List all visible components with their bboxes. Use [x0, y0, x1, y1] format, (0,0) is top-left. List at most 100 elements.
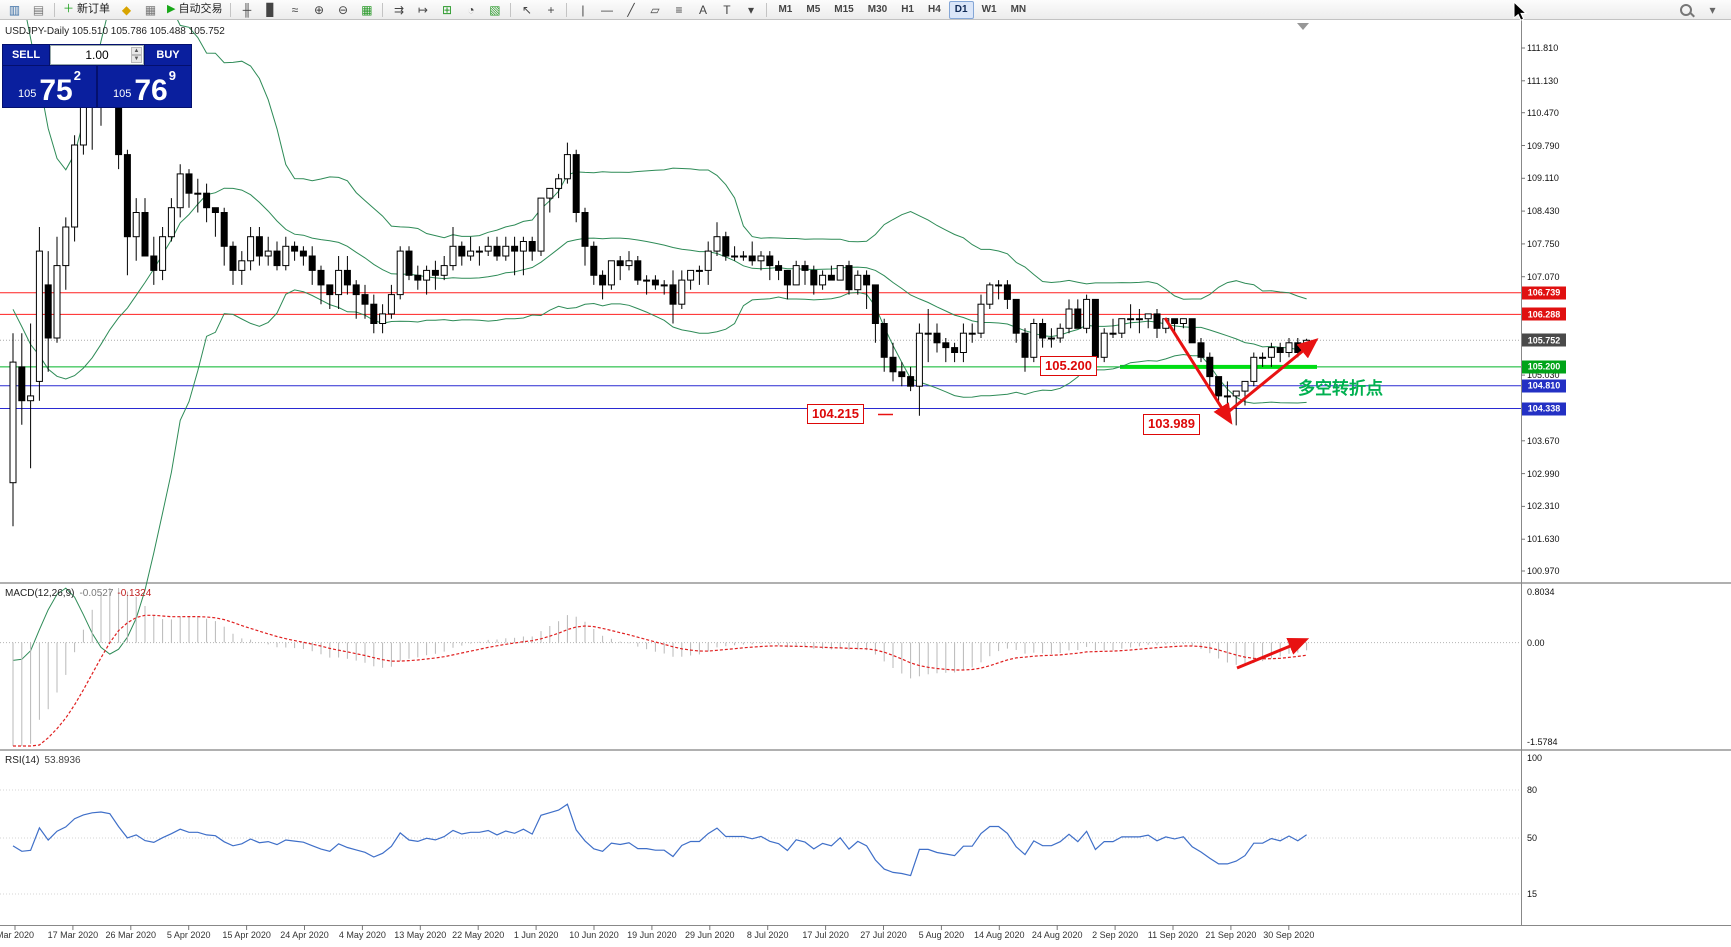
vertical-line-icon: | [581, 2, 585, 17]
fibonacci-icon[interactable]: ≡ [667, 1, 690, 19]
new-chart-icon[interactable]: ▥ [3, 1, 26, 19]
rsi-axis-label: 100 [1527, 753, 1543, 763]
buy-price-big: 76 [134, 73, 168, 107]
crosshair-icon: + [547, 2, 555, 17]
text-icon: A [698, 2, 707, 17]
macd-axis-label: 0.8034 [1527, 587, 1555, 597]
periods-icon: ◔ [467, 2, 475, 17]
text-icon[interactable]: A [691, 1, 714, 19]
auto-trading-label: 自动交易 [178, 3, 223, 15]
horizontal-level-lines[interactable] [0, 292, 1521, 409]
timeframe-h1-button[interactable]: H1 [901, 4, 914, 15]
price-axis-badge: 106.288 [1522, 307, 1566, 321]
rsi-name: RSI(14) [5, 755, 40, 766]
volume-spinner[interactable]: ▲ ▼ [131, 47, 142, 63]
macd-axis-label: 0.00 [1527, 637, 1545, 648]
zoom-in-icon[interactable]: ⊕ [307, 1, 330, 19]
buy-price-button[interactable]: 105 76 9 [98, 66, 191, 107]
tile-windows-icon[interactable]: ▦ [355, 1, 378, 19]
rsi-pane-title: RSI(14) 53.8936 [5, 755, 81, 766]
sell-button[interactable]: SELL [3, 45, 49, 65]
price-axis-badge: 105.752 [1522, 333, 1566, 347]
price-axis-badge: 104.810 [1522, 379, 1566, 393]
date-axis-label: 11 Sep 2020 [1147, 930, 1199, 940]
chart-window-icon[interactable]: ◆ [115, 1, 138, 19]
timeframe-m1-button[interactable]: M1 [778, 4, 793, 15]
text-label-icon[interactable]: T [715, 1, 738, 19]
candlestick-chart-icon[interactable]: ▊ [259, 1, 282, 19]
arrows-dropdown-icon[interactable]: ▾ [739, 1, 762, 19]
rsi-line[interactable] [12, 803, 1307, 877]
bollinger-upper-line [22, 0, 1307, 300]
templates-icon: ▧ [489, 2, 501, 17]
tile-windows-icon: ▦ [361, 2, 373, 17]
cursor-icon[interactable]: ↖ [515, 1, 538, 19]
rsi-axis-label: 15 [1527, 889, 1538, 899]
timeframe-m15-button[interactable]: M15 [834, 4, 854, 15]
volume-down-icon[interactable]: ▼ [131, 55, 142, 63]
auto-scroll-icon[interactable]: ⇉ [387, 1, 410, 19]
volume-value: 1.00 [85, 48, 109, 62]
macd-axis-label: -1.5784 [1527, 737, 1558, 747]
buy-button[interactable]: BUY [145, 45, 191, 65]
timeframe-mn-button[interactable]: MN [1010, 4, 1027, 15]
price-axis-label: 109.110 [1527, 173, 1559, 184]
bar-chart-icon[interactable]: ╫ [235, 1, 258, 19]
profiles-icon[interactable]: ▤ [27, 1, 50, 19]
search-icon[interactable] [1674, 1, 1697, 19]
date-axis-label: 19 Jun 2020 [627, 930, 677, 940]
timeframe-d1-button[interactable]: D1 [948, 0, 974, 19]
data-window-icon[interactable]: ▦ [139, 1, 162, 19]
auto-trading-button[interactable]: ▶ 自动交易 [163, 1, 226, 19]
chart-shift-icon[interactable]: ↦ [411, 1, 434, 19]
macd-main-value: -0.0527 [79, 588, 114, 599]
horizontal-line-icon[interactable]: — [595, 1, 618, 19]
axis-ticks [14, 47, 1525, 930]
auto-scroll-icon: ⇉ [393, 2, 404, 17]
macd-signal-line[interactable] [13, 614, 1307, 747]
mouse-cursor-icon [1513, 1, 1528, 21]
note-text-object[interactable]: 多空转折点 [1298, 379, 1383, 398]
toolbar-buttons: ▥ ▤ ＋新订单 ◆ ▦ ▶ 自动交易 ╫ ▊ ≈ ⊕ ⊖ ▦ ⇉ ↦ ⊞ ◔ ▧ ↖ + | — ╱ ▱ ≡ A T ▾ [3, 1, 770, 19]
date-axis-label: 10 Jun 2020 [569, 930, 619, 940]
price-label-flag[interactable]: 104.215 [807, 403, 864, 424]
templates-icon[interactable]: ▧ [483, 1, 506, 19]
timeframe-m30-button[interactable]: M30 [867, 4, 888, 15]
volume-input[interactable]: 1.00 ▲ ▼ [50, 45, 144, 65]
quick-menu-icon[interactable]: ▾ [1709, 2, 1716, 17]
thick-support-segment[interactable] [1120, 364, 1317, 369]
timeframe-h4-button[interactable]: H4 [927, 4, 941, 15]
magnifier-icon [1679, 3, 1692, 16]
date-axis-label: 24 Apr 2020 [280, 930, 329, 940]
price-axis-label: 105.030 [1527, 370, 1560, 381]
bar-chart-icon: ╫ [242, 2, 252, 17]
new-order-button[interactable]: ＋新订单 [59, 1, 114, 19]
rsi-level-lines [0, 789, 1521, 895]
candlestick-chart-icon: ▊ [266, 2, 276, 17]
price-label-flag[interactable]: 105.200 [1040, 355, 1097, 377]
timeframe-m5-button[interactable]: M5 [806, 4, 821, 15]
line-chart-icon[interactable]: ≈ [283, 1, 306, 19]
equidistant-channel-icon[interactable]: ▱ [643, 1, 666, 19]
indicators-icon[interactable]: ⊞ [435, 1, 458, 19]
trend-arrows[interactable] [878, 317, 1319, 670]
trendline-icon[interactable]: ╱ [619, 1, 642, 19]
macd-signal-value: -0.1324 [117, 588, 152, 599]
date-axis-label: 14 Aug 2020 [974, 930, 1025, 940]
date-axis-label: Mar 2020 [0, 930, 35, 940]
timeframe-w1-button[interactable]: W1 [981, 4, 997, 15]
volume-up-icon[interactable]: ▲ [131, 47, 142, 55]
price-label-flag[interactable]: 103.989 [1143, 414, 1200, 435]
zoom-out-icon[interactable]: ⊖ [331, 1, 354, 19]
date-axis-label: 1 Jun 2020 [513, 930, 559, 940]
candles[interactable] [9, 53, 1311, 527]
rsi-value: 53.8936 [44, 755, 81, 766]
macd-histogram[interactable] [12, 588, 1308, 746]
sell-price-button[interactable]: 105 75 2 [3, 66, 96, 107]
vertical-line-icon[interactable]: | [571, 1, 594, 19]
periods-icon[interactable]: ◔ [459, 1, 482, 19]
toolbar-separator [382, 2, 384, 17]
crosshair-icon[interactable]: + [539, 1, 562, 19]
one-click-trading-panel: SELL 1.00 ▲ ▼ BUY 105 75 2 105 76 9 [2, 44, 192, 108]
